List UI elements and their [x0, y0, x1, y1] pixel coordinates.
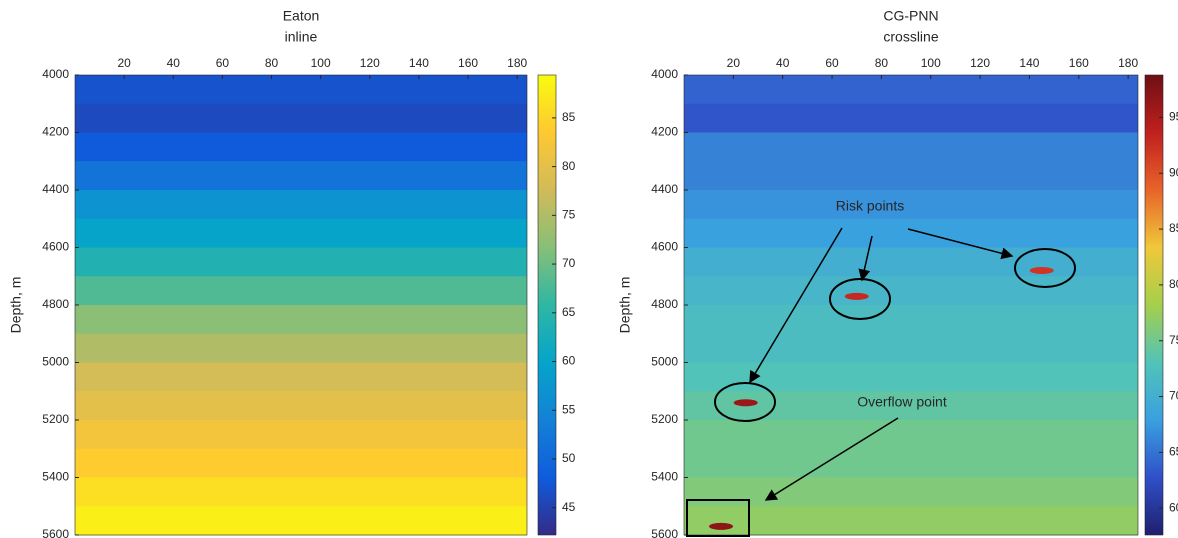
colorbar-tick-label: 70 [562, 256, 576, 270]
heatmap-row [684, 248, 1138, 277]
heatmap-row [75, 248, 527, 277]
y-tick-label: 4000 [42, 67, 69, 81]
colorbar-tick-label: 60 [562, 354, 576, 368]
x-tick-label: 140 [1019, 56, 1039, 70]
colorbar-tick-label: 55 [562, 402, 576, 416]
y-tick-label: 4200 [42, 125, 69, 139]
x-tick-label: 60 [825, 56, 839, 70]
heatmap-row [75, 104, 527, 133]
heatmap-row [75, 449, 527, 478]
heatmap-row [684, 133, 1138, 162]
y-tick-label: 4400 [42, 182, 69, 196]
figure: Eaton inline Depth, m 20 40 60 80 100 120 140 160 1… [0, 0, 1178, 538]
hotspot [1030, 267, 1054, 274]
heatmap-row [684, 334, 1138, 363]
y-tick-label: 4600 [651, 240, 678, 254]
heatmap-row [75, 478, 527, 507]
heatmap-row [684, 276, 1138, 305]
colorbar-tick-label: 65 [562, 305, 576, 319]
x-tick-label: 140 [409, 56, 429, 70]
x-tick-label: 120 [360, 56, 380, 70]
y-tick-label: 5000 [42, 355, 69, 369]
y-tick-label: 4600 [42, 240, 69, 254]
heatmap-row [684, 305, 1138, 334]
chart-title: Eaton [283, 8, 320, 24]
hotspot [845, 293, 869, 300]
colorbar-tick-label: 65 [1169, 445, 1178, 459]
x-tick-label: 80 [265, 56, 279, 70]
y-tick-label: 4800 [42, 297, 69, 311]
y-tick-label: 5000 [651, 355, 678, 369]
heatmap-row [75, 506, 527, 535]
heatmap-row [684, 420, 1138, 449]
heatmap-row [75, 363, 527, 392]
y-tick-label: 5200 [651, 412, 678, 426]
colorbar-tick-label: 60 [1169, 500, 1178, 514]
y-tick-label: 4800 [651, 297, 678, 311]
colorbar-tick-label: 45 [562, 500, 576, 514]
x-tick-label: 60 [216, 56, 230, 70]
hotspot [709, 523, 733, 530]
heatmap-row [684, 506, 1138, 535]
heatmap-row [684, 219, 1138, 248]
y-tick-label: 5200 [42, 412, 69, 426]
annotation-risk: Risk points [836, 198, 904, 214]
colorbar-tick-label: 85 [562, 110, 576, 124]
colorbar-tick-label: 50 [562, 451, 576, 465]
x-tick-label: 40 [167, 56, 181, 70]
colorbar-tick-label: 90 [1169, 165, 1178, 179]
heatmap-row [75, 391, 527, 420]
heatmap-row [75, 305, 527, 334]
heatmap-row [75, 190, 527, 219]
heatmap-row [684, 449, 1138, 478]
y-tick-label: 5600 [42, 527, 69, 538]
heatmap-row [684, 161, 1138, 190]
y-tick-label: 4400 [651, 182, 678, 196]
colorbar [538, 75, 556, 535]
colorbar-tick-label: 75 [1169, 333, 1178, 347]
y-tick-label: 5400 [42, 470, 69, 484]
heatmap-row [684, 75, 1138, 104]
x-tick-label: 160 [458, 56, 478, 70]
colorbar-tick-label: 75 [562, 208, 576, 222]
annotation-overflow: Overflow point [857, 394, 947, 410]
x-tick-label: 180 [1118, 56, 1138, 70]
x-tick-label: 80 [875, 56, 889, 70]
x-tick-label: 100 [921, 56, 941, 70]
x-tick-label: 180 [507, 56, 527, 70]
x-tick-label: 160 [1069, 56, 1089, 70]
colorbar [1145, 75, 1163, 535]
x-tick-label: 20 [727, 56, 741, 70]
heatmap-row [684, 190, 1138, 219]
y-tick-label: 4200 [651, 125, 678, 139]
y-axis-label: Depth, m [617, 277, 633, 334]
heatmap-row [75, 219, 527, 248]
hotspot [734, 399, 758, 406]
heatmap-row [75, 420, 527, 449]
heatmap-row [75, 161, 527, 190]
x-tick-label: 20 [117, 56, 131, 70]
y-tick-label: 5600 [651, 527, 678, 538]
heatmap-row [75, 75, 527, 104]
colorbar-tick-label: 80 [562, 159, 576, 173]
colorbar-tick-label: 95 [1169, 110, 1178, 124]
colorbar-tick-label: 70 [1169, 389, 1178, 403]
x-tick-label: 100 [311, 56, 331, 70]
x-tick-label: 120 [970, 56, 990, 70]
colorbar-tick-label: 80 [1169, 277, 1178, 291]
heatmap-row [75, 334, 527, 363]
chart-subtitle: inline [285, 29, 318, 45]
heatmap-row [75, 133, 527, 162]
y-axis-label: Depth, m [8, 277, 24, 334]
x-tick-label: 40 [776, 56, 790, 70]
y-tick-label: 4000 [651, 67, 678, 81]
heatmap-row [684, 104, 1138, 133]
chart-subtitle: crossline [883, 29, 938, 45]
heatmap-row [684, 478, 1138, 507]
heatmap-row [75, 276, 527, 305]
y-tick-label: 5400 [651, 470, 678, 484]
colorbar-tick-label: 85 [1169, 221, 1178, 235]
chart-title: CG-PNN [883, 8, 938, 24]
